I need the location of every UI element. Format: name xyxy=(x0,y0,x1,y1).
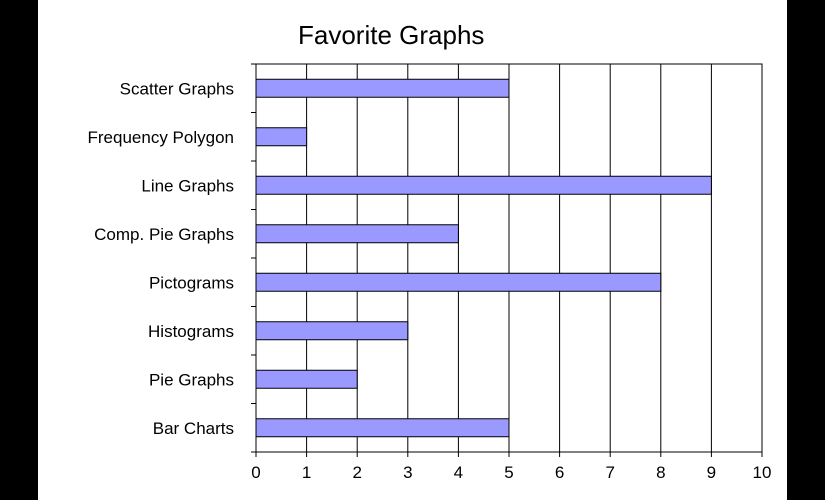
x-tick-label: 6 xyxy=(555,463,564,482)
category-label: Pie Graphs xyxy=(149,370,234,389)
bar xyxy=(255,224,459,244)
category-label: Bar Charts xyxy=(153,419,234,438)
category-label: Frequency Polygon xyxy=(88,128,234,147)
x-tick-label: 8 xyxy=(656,463,665,482)
category-label: Line Graphs xyxy=(141,176,234,195)
x-tick-label: 2 xyxy=(352,463,361,482)
x-tick-label: 0 xyxy=(251,463,260,482)
bar xyxy=(255,272,662,292)
x-tick-label: 1 xyxy=(302,463,311,482)
category-label: Histograms xyxy=(148,322,234,341)
bar xyxy=(255,369,358,389)
x-tick-label: 5 xyxy=(504,463,513,482)
x-tick-label: 4 xyxy=(454,463,463,482)
bar xyxy=(255,321,409,341)
bar xyxy=(255,78,510,98)
category-label: Scatter Graphs xyxy=(120,79,234,98)
category-label: Pictograms xyxy=(149,273,234,292)
chart-canvas: Favorite Graphs 0 1 2 3 4 5 6 7 8 9 10 Scatter Grap… xyxy=(38,0,787,500)
bar xyxy=(255,175,712,195)
x-tick-label: 3 xyxy=(403,463,412,482)
x-tick-label: 10 xyxy=(753,463,772,482)
x-tick-label: 9 xyxy=(707,463,716,482)
bar-chart: 0 1 2 3 4 5 6 7 8 9 10 Scatter Graphs Frequency Poly… xyxy=(88,63,772,482)
x-tick-label: 7 xyxy=(605,463,614,482)
chart-title: Favorite Graphs xyxy=(298,20,485,50)
category-label: Comp. Pie Graphs xyxy=(94,225,234,244)
bar xyxy=(255,127,308,147)
bar xyxy=(255,418,510,438)
